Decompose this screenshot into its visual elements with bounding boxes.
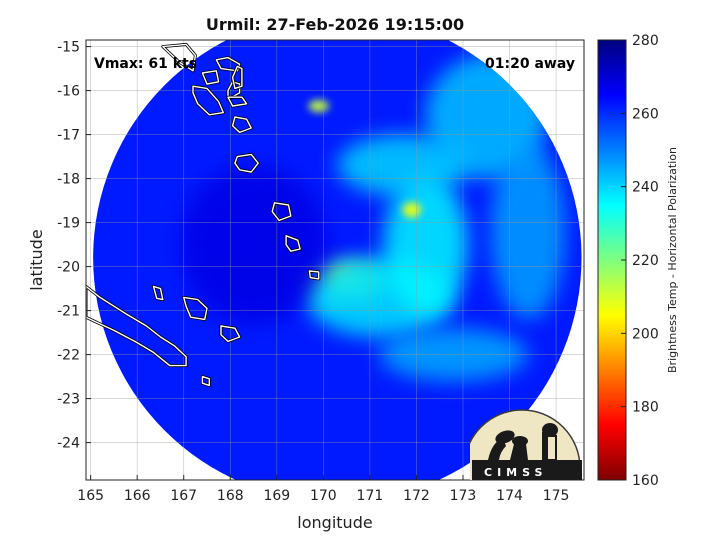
y-tick-label: -18 <box>57 172 80 188</box>
y-axis-ticks: -15 -16 -17 -18 -19 -20 -21 -22 -23 -24 <box>57 40 91 452</box>
coastline-island-ouvea <box>152 284 165 302</box>
y-tick-label: -15 <box>57 40 80 56</box>
plot-frame <box>85 39 585 481</box>
grid-lines <box>86 40 584 480</box>
y-tick-label: -23 <box>57 392 80 408</box>
x-tick-label: 168 <box>217 488 244 504</box>
y-tick-label: -20 <box>57 260 80 276</box>
y-tick-label: -17 <box>57 128 80 144</box>
y-tick-label: -16 <box>57 84 80 100</box>
x-tick-label: 166 <box>124 488 151 504</box>
coastline-island-mare <box>219 324 242 343</box>
coastlines <box>86 42 321 387</box>
feature-band-spot <box>402 201 422 218</box>
vmax-annotation: Vmax: 61 kts <box>94 56 197 72</box>
coastline-island-lifou <box>182 295 209 321</box>
coastline-island-malekula <box>191 84 225 117</box>
x-tick-label: 171 <box>357 488 384 504</box>
coastline-island-epi <box>231 115 253 134</box>
plot-area <box>86 40 584 480</box>
colorbar-tick-label: 240 <box>632 180 659 196</box>
feature-west-cool <box>179 165 329 324</box>
x-tick-label: 165 <box>77 488 104 504</box>
coastline-island-ambrym <box>226 95 249 108</box>
colorbar-tick-label: 200 <box>632 326 659 342</box>
colorbar-ticks: 160 180 200 220 240 260 280 <box>621 33 659 489</box>
colorbar-label: Brightness Temp - Horizontal Polarizatio… <box>666 147 679 373</box>
colorbar-tick-label: 220 <box>632 253 659 269</box>
colorbar-tick-label: 160 <box>632 473 659 489</box>
coastline-island-efate <box>233 152 260 174</box>
y-axis-label: latitude <box>27 229 46 290</box>
x-axis-label: longitude <box>297 513 372 532</box>
cimss-logo: CIMSS <box>470 409 582 480</box>
y-tick-label: -22 <box>57 348 80 364</box>
x-tick-label: 173 <box>450 488 477 504</box>
x-tick-label: 175 <box>543 488 570 504</box>
y-tick-label: -19 <box>57 216 80 232</box>
colorbar-tick-label: 260 <box>632 106 659 122</box>
logo-text: CIMSS <box>484 466 547 479</box>
x-tick-label: 169 <box>263 488 290 504</box>
x-tick-label: 167 <box>170 488 197 504</box>
colorbar-tick-label: 180 <box>632 400 659 416</box>
coastline-island-erromango <box>270 201 293 222</box>
chart-title: Urmil: 27-Feb-2026 19:15:00 <box>206 15 464 34</box>
x-tick-label: 172 <box>403 488 430 504</box>
x-tick-label: 170 <box>310 488 337 504</box>
feature-north-spot <box>308 99 329 113</box>
y-tick-label: -24 <box>57 436 80 452</box>
feature-east-edge <box>490 143 566 320</box>
coastline-island-pentecost <box>231 64 244 90</box>
x-axis-ticks: 165 166 167 168 169 170 171 172 173 174 175 <box>77 475 569 504</box>
coastline-island-malo <box>200 69 221 86</box>
coastline-island-new-caledonia <box>86 284 188 368</box>
coastline-island-aneityum <box>307 269 321 281</box>
microwave-swath <box>93 40 582 480</box>
colorbar-tick-label: 280 <box>632 33 659 49</box>
time-away-annotation: 01:20 away <box>485 56 575 72</box>
coastline-island-espiritu-santo <box>161 42 197 73</box>
y-tick-label: -21 <box>57 304 80 320</box>
coastline-island-tanna <box>284 234 302 253</box>
x-tick-label: 174 <box>496 488 523 504</box>
coastline-island-isle-of-pines <box>200 375 211 387</box>
